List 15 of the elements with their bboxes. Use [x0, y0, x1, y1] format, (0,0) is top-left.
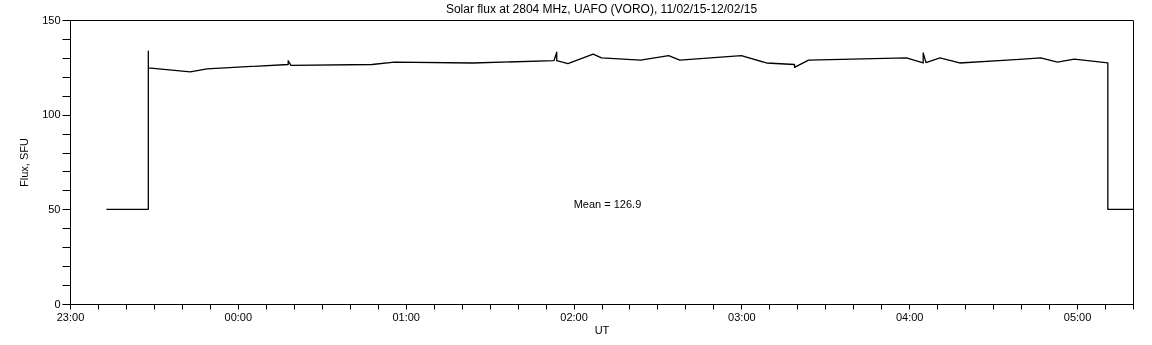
- x-tick-label: 05:00: [1063, 310, 1092, 323]
- x-tick-label: 00:00: [224, 310, 253, 323]
- chart-title: Solar flux at 2804 MHz, UAFO (VORO), 11/02/15-12/02/15: [445, 2, 758, 16]
- y-tick-label: 100: [42, 108, 61, 121]
- y-tick-label: 0: [54, 297, 61, 310]
- y-tick-label: 150: [42, 13, 61, 26]
- x-tick-label: 04:00: [895, 310, 924, 323]
- y-axis-title: Flux, SFU: [18, 138, 31, 187]
- x-tick-label: 03:00: [728, 310, 756, 323]
- x-tick-label: 02:00: [560, 310, 588, 323]
- annotation: Mean = 126.9: [573, 197, 642, 210]
- y-tick-label: 50: [48, 202, 61, 215]
- x-tick-label: 01:00: [392, 310, 420, 323]
- x-axis-title: UT: [594, 323, 610, 336]
- x-tick-label: 23:00: [56, 310, 85, 323]
